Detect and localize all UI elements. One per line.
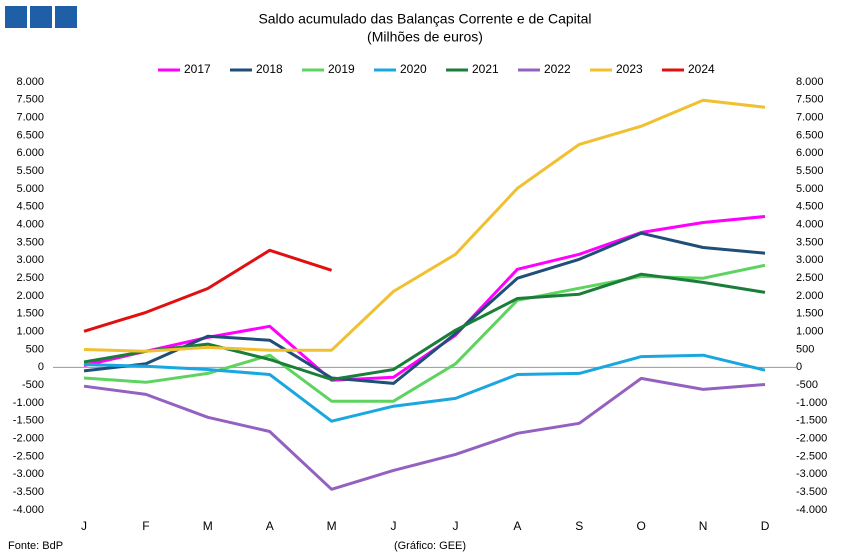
- y2-tick-label: -2.500: [796, 450, 827, 462]
- y2-tick-label: -500: [796, 379, 818, 391]
- y-tick-label: -4.000: [13, 504, 44, 516]
- legend-label: 2019: [328, 62, 355, 76]
- x-tick-label: M: [203, 519, 213, 533]
- y-tick-label: 6.000: [16, 147, 44, 159]
- y-tick-label: 1.000: [16, 326, 44, 338]
- y2-tick-label: 5.500: [796, 165, 824, 177]
- y2-tick-label: 5.000: [796, 183, 824, 195]
- series-line: [83, 98, 766, 353]
- y2-tick-label: 8.000: [796, 76, 824, 88]
- x-tick-label: D: [761, 519, 770, 533]
- series-line: [83, 272, 766, 381]
- y-tick-label: -2.500: [13, 450, 44, 462]
- y2-tick-label: 7.500: [796, 94, 824, 106]
- logo-square: [30, 6, 52, 28]
- y2-tick-label: -2.000: [796, 433, 827, 445]
- x-tick-label: S: [575, 519, 583, 533]
- y2-tick-label: 6.500: [796, 129, 824, 141]
- y-tick-label: -3.000: [13, 468, 44, 480]
- x-tick-label: A: [513, 519, 521, 533]
- y-tick-label: 2.000: [16, 290, 44, 302]
- y-tick-label: -2.000: [13, 433, 44, 445]
- y2-tick-label: -3.000: [796, 468, 827, 480]
- y2-tick-label: 1.000: [796, 326, 824, 338]
- y2-tick-label: 4.500: [796, 201, 824, 213]
- y2-tick-label: 2.000: [796, 290, 824, 302]
- legend-label: 2017: [184, 62, 211, 76]
- x-tick-label: M: [327, 519, 337, 533]
- series-line: [83, 376, 766, 491]
- x-tick-label: J: [81, 519, 87, 533]
- x-tick-label: J: [391, 519, 397, 533]
- series-line: [83, 231, 766, 385]
- y-tick-label: -3.500: [13, 486, 44, 498]
- series-line: [83, 353, 766, 423]
- y2-tick-label: 7.000: [796, 112, 824, 124]
- y-tick-label: 1.500: [16, 308, 44, 320]
- y-tick-label: 5.500: [16, 165, 44, 177]
- x-tick-label: O: [637, 519, 646, 533]
- y-tick-label: -500: [22, 379, 44, 391]
- y2-tick-label: 4.000: [796, 219, 824, 231]
- y-tick-label: 7.000: [16, 112, 44, 124]
- y2-tick-label: 3.500: [796, 236, 824, 248]
- chart-subtitle: (Milhões de euros): [367, 29, 483, 45]
- x-tick-label: J: [452, 519, 458, 533]
- y-tick-label: 2.500: [16, 272, 44, 284]
- y2-tick-label: -4.000: [796, 504, 827, 516]
- y-tick-label: -1.000: [13, 397, 44, 409]
- y-tick-label: 6.500: [16, 129, 44, 141]
- y2-tick-label: 0: [796, 361, 802, 373]
- y2-tick-label: -3.500: [796, 486, 827, 498]
- logo-square: [55, 6, 77, 28]
- y2-tick-label: 6.000: [796, 147, 824, 159]
- y-tick-label: 8.000: [16, 76, 44, 88]
- legend-label: 2018: [256, 62, 283, 76]
- y-tick-label: 7.500: [16, 94, 44, 106]
- y2-tick-label: -1.500: [796, 415, 827, 427]
- y2-tick-label: 3.000: [796, 254, 824, 266]
- series-line: [83, 248, 333, 333]
- y-tick-label: 4.500: [16, 201, 44, 213]
- y-tick-label: 3.000: [16, 254, 44, 266]
- y-tick-label: 5.000: [16, 183, 44, 195]
- y-tick-label: 500: [26, 343, 44, 355]
- y-tick-label: 4.000: [16, 219, 44, 231]
- y-tick-label: -1.500: [13, 415, 44, 427]
- legend-label: 2022: [544, 62, 571, 76]
- legend-label: 2024: [688, 62, 715, 76]
- legend-label: 2023: [616, 62, 643, 76]
- y-tick-label: 3.500: [16, 236, 44, 248]
- y2-tick-label: 500: [796, 343, 814, 355]
- y2-tick-label: -1.000: [796, 397, 827, 409]
- legend-label: 2020: [400, 62, 427, 76]
- y-tick-label: 0: [38, 361, 44, 373]
- x-tick-label: N: [699, 519, 708, 533]
- logo-square: [5, 6, 27, 28]
- chart-title: Saldo acumulado das Balanças Corrente e …: [258, 11, 591, 27]
- source: Fonte: BdP: [8, 540, 63, 552]
- credit: (Gráfico: GEE): [394, 540, 466, 552]
- legend-label: 2021: [472, 62, 499, 76]
- y2-tick-label: 1.500: [796, 308, 824, 320]
- y2-tick-label: 2.500: [796, 272, 824, 284]
- x-tick-label: A: [266, 519, 274, 533]
- x-tick-label: F: [142, 519, 149, 533]
